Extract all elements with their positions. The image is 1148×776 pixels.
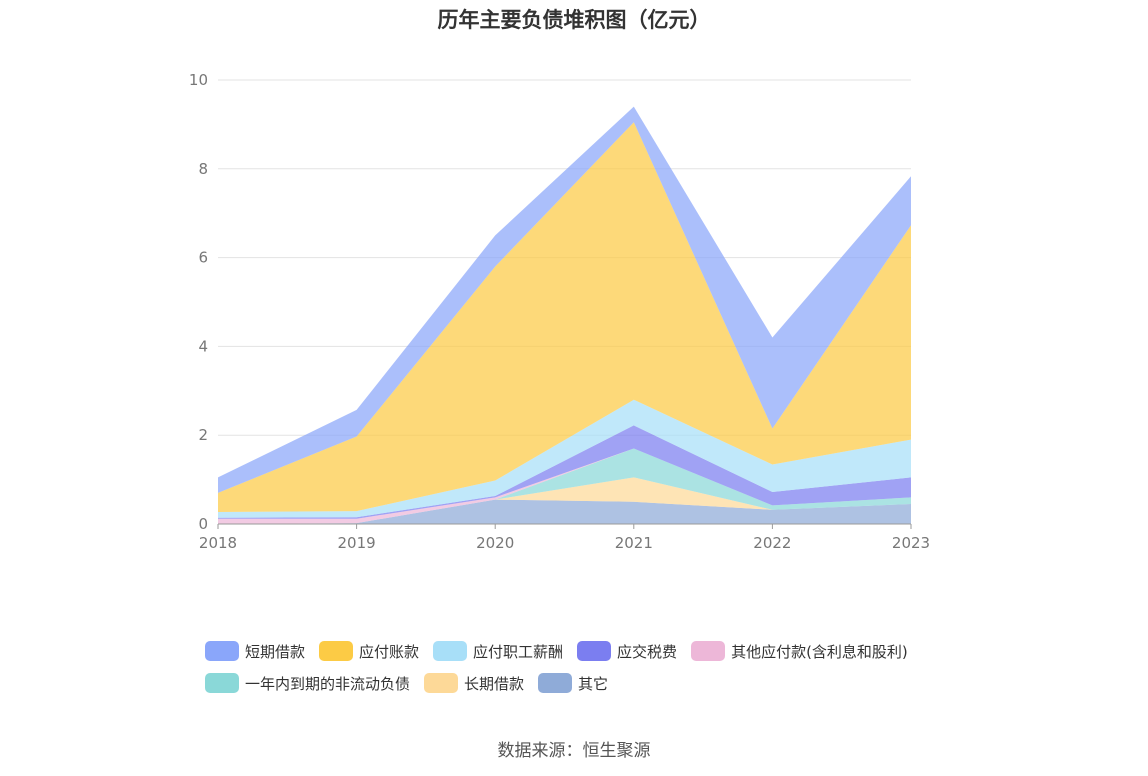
legend-item[interactable]: 应付账款 — [319, 640, 419, 662]
chart-title: 历年主要负债堆积图（亿元） — [437, 8, 711, 32]
legend-item[interactable]: 应付职工薪酬 — [433, 640, 563, 662]
series-area-4 — [218, 425, 911, 519]
series-area-7 — [218, 106, 911, 493]
legend-label: 长期借款 — [464, 674, 525, 693]
legend-swatch — [424, 673, 459, 693]
legend-label: 应付账款 — [359, 642, 420, 661]
legend-item[interactable]: 其它 — [538, 672, 608, 694]
x-tick-label: 2019 — [338, 534, 376, 552]
series-area-5 — [218, 399, 911, 518]
legend-item[interactable]: 一年内到期的非流动负债 — [205, 672, 410, 694]
legend-swatch — [205, 673, 239, 693]
y-tick-label: 2 — [198, 426, 208, 444]
legend-swatch — [433, 641, 468, 661]
legend-swatch — [691, 641, 726, 661]
y-tick-label: 0 — [198, 515, 208, 533]
y-tick-label: 6 — [198, 249, 208, 267]
y-tick-label: 8 — [198, 160, 208, 178]
series-area-6 — [218, 122, 911, 512]
legend-swatch — [319, 641, 354, 661]
source-note: 数据来源：恒生聚源 — [497, 741, 651, 761]
legend-label: 其它 — [578, 674, 609, 693]
stacked-area-plot: 0 2 4 6 8 10 2018 2019 2020 2021 2022 2023 — [189, 71, 930, 552]
x-tick-label: 2023 — [892, 534, 930, 552]
legend-label: 一年内到期的非流动负债 — [245, 674, 411, 693]
legend-item[interactable]: 短期借款 — [205, 640, 305, 662]
legend-swatch — [205, 641, 239, 661]
legend-item[interactable]: 长期借款 — [424, 672, 524, 694]
x-tick-label: 2020 — [476, 534, 514, 552]
legend: 短期借款 应付账款 应付职工薪酬 应交税费 其他应付款(含利息和股利) 一年内到期的非流动… — [205, 640, 965, 694]
legend-swatch — [538, 673, 573, 693]
series-area-2 — [218, 448, 911, 524]
legend-label: 应付职工薪酬 — [473, 642, 564, 661]
y-tick-label: 4 — [198, 337, 208, 355]
x-tick-label: 2022 — [753, 534, 791, 552]
x-tick-label: 2021 — [615, 534, 653, 552]
legend-label: 短期借款 — [245, 642, 306, 661]
legend-label: 应交税费 — [617, 642, 678, 661]
y-tick-label: 10 — [189, 71, 208, 89]
legend-item[interactable]: 其他应付款(含利息和股利) — [691, 640, 908, 662]
legend-item[interactable]: 应交税费 — [577, 640, 677, 662]
series-area-0 — [218, 499, 911, 524]
x-tick-label: 2018 — [199, 534, 237, 552]
legend-swatch — [577, 641, 612, 661]
legend-label: 其他应付款(含利息和股利) — [731, 642, 908, 661]
